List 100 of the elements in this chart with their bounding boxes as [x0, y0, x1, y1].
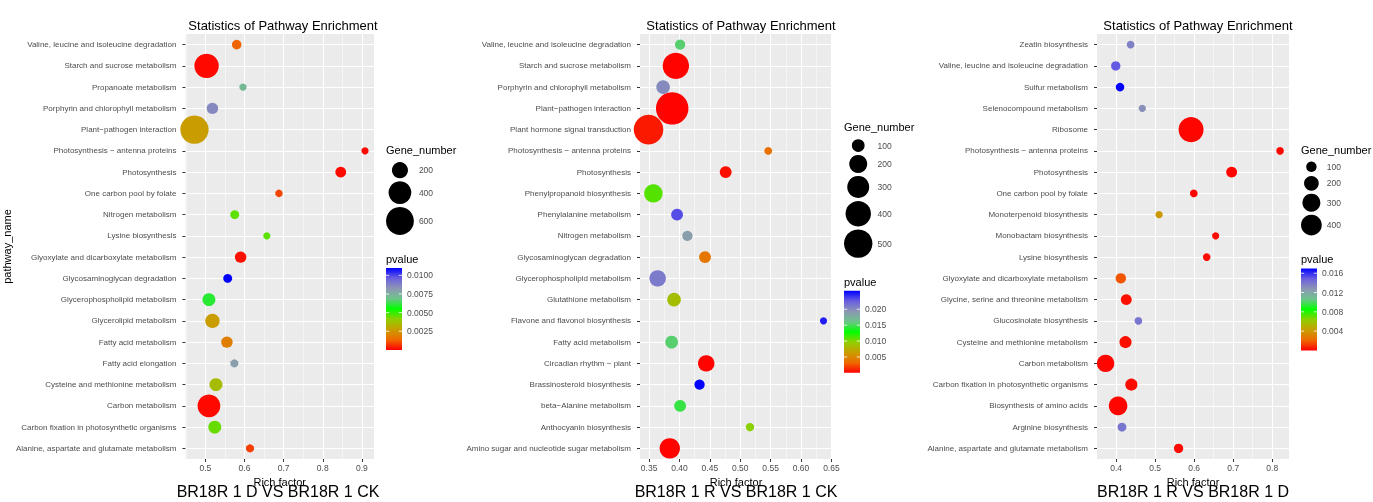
- x-tick-label: 0.6: [1188, 462, 1201, 473]
- y-tick-label: Carbon fixation in photosynthetic organisms: [933, 380, 1089, 390]
- y-tick-label: Glycosaminoglycan degradation: [62, 273, 177, 283]
- y-tick-label: Photosynthesis − antenna proteins: [53, 146, 177, 156]
- y-tick-label: Zeatin biosynthesis: [1019, 40, 1089, 50]
- x-tick-label: 0.55: [762, 462, 779, 473]
- y-tick-label: Starch and sucrose metabolism: [64, 61, 177, 71]
- x-tick-label: 0.7: [1227, 462, 1240, 473]
- x-tick-label: 0.4: [1110, 462, 1123, 473]
- y-tick-label: Carbon metabolism: [1018, 358, 1089, 368]
- x-tick-label: 0.35: [640, 462, 658, 473]
- legend-label: 100: [877, 140, 892, 151]
- color-bar-label: 0.005: [864, 351, 887, 362]
- y-tick-label: Photosynthesis − antenna proteins: [965, 146, 1089, 156]
- y-tick-label: Glycerophospholipid metabolism: [60, 295, 177, 305]
- x-tick-label: 0.65: [822, 462, 840, 473]
- color-bar-label: 0.010: [864, 336, 887, 347]
- y-tick-label: Photosynthesis: [576, 167, 631, 177]
- y-tick-label: Monobactam biosynthesis: [995, 231, 1089, 241]
- color-bar-title: pvalue: [1301, 253, 1334, 266]
- x-tick-label: 0.60: [792, 462, 810, 473]
- y-tick-label: Plant hormone signal transduction: [509, 125, 631, 135]
- y-tick-label: Fatty acid metabolism: [98, 337, 177, 347]
- y-tick-label: Monoterpenoid biosynthesis: [988, 210, 1089, 220]
- y-tick-label: Ribosome: [1052, 125, 1089, 135]
- color-bar-label: 0.020: [864, 304, 887, 315]
- chart-title: Statistics of Pathway Enrichment: [188, 18, 379, 33]
- y-tick-label: Glyoxylate and dicarboxylate metabolism: [31, 252, 177, 262]
- y-axis-title: pathway_name: [0, 209, 13, 284]
- legend-label: 500: [877, 238, 892, 249]
- y-tick-label: Lysine biosynthesis: [1019, 252, 1089, 262]
- y-tick-label: Alanine, aspartate and glutamate metabolism: [927, 443, 1089, 453]
- y-tick-label: Valine, leucine and isoleucine degradation: [481, 40, 631, 50]
- color-bar-label: 0.012: [1322, 287, 1344, 298]
- y-tick-label: Amino sugar and nucleotide sugar metabolism: [466, 443, 631, 453]
- y-tick-label: Porphyrin and chlorophyll metabolism: [43, 103, 177, 113]
- x-tick-label: 0.40: [670, 462, 688, 473]
- y-tick-label: Starch and sucrose metabolism: [518, 61, 631, 71]
- y-tick-label: Phenylalanine metabolism: [537, 210, 631, 220]
- y-tick-label: Photosynthesis − antenna proteins: [507, 146, 631, 156]
- legend-label: 200: [418, 165, 434, 176]
- y-tick-label: Glyoxylate and dicarboxylate metabolism: [942, 273, 1089, 283]
- color-bar-label: 0.0100: [407, 270, 434, 281]
- y-tick-label: Glycine, serine and threonine metabolism: [941, 295, 1089, 305]
- legend-label: 200: [877, 158, 892, 169]
- color-bar-label: 0.0075: [407, 288, 434, 299]
- y-tick-label: Glycosaminoglycan degradation: [516, 252, 631, 262]
- y-tick-label: Phenylpropanoid biosynthesis: [524, 188, 631, 198]
- y-tick-label: Valine, leucine and isoleucine degradation: [27, 40, 177, 50]
- y-tick-label: Carbon metabolism: [107, 401, 177, 411]
- y-tick-label: Glycerolipid metabolism: [91, 316, 177, 326]
- y-tick-label: Photosynthesis: [122, 167, 177, 177]
- y-tick-label: Cysteine and methionine metabolism: [45, 380, 177, 390]
- y-tick-label: beta−Alanine metabolism: [540, 401, 631, 411]
- color-bar-label: 0.008: [1322, 306, 1344, 317]
- y-tick-label: Glucosinolate biosynthesis: [993, 316, 1089, 326]
- x-tick-label: 0.45: [701, 462, 719, 473]
- x-tick-label: 0.6: [238, 462, 251, 473]
- y-tick-label: One carbon pool by folate: [84, 188, 177, 198]
- legend-label: 300: [877, 181, 892, 192]
- y-tick-label: Plant−pathogen interaction: [535, 103, 631, 113]
- color-bar-title: pvalue: [386, 252, 419, 265]
- y-tick-label: Carbon fixation in photosynthetic organisms: [21, 422, 177, 432]
- legend-label: 300: [1327, 197, 1342, 208]
- color-bar-label: 0.004: [1322, 326, 1344, 337]
- x-tick-label: 0.8: [1266, 462, 1279, 473]
- x-tick-label: 0.50: [731, 462, 749, 473]
- legend-title: Gene_number: [843, 121, 915, 134]
- legend-label: 400: [1327, 220, 1342, 231]
- color-bar-label: 0.015: [864, 320, 887, 331]
- y-tick-label: Cysteine and methionine metabolism: [957, 337, 1089, 347]
- legend-title: Gene_number: [1301, 143, 1372, 156]
- color-bar-title: pvalue: [843, 275, 877, 288]
- chart-title: Statistics of Pathway Enrichment: [1103, 18, 1294, 33]
- y-tick-label: Alanine, aspartate and glutamate metabolism: [15, 443, 177, 453]
- y-tick-label: Fatty acid metabolism: [552, 337, 631, 347]
- y-tick-label: Nitrogen metabolism: [103, 210, 177, 220]
- legend-label: 200: [1327, 178, 1342, 189]
- y-tick-label: Circadian rhythm − plant: [543, 358, 632, 368]
- y-tick-label: Porphyrin and chlorophyll metabolism: [497, 82, 631, 92]
- y-tick-label: Valine, leucine and isoleucine degradation: [939, 61, 1089, 71]
- y-tick-label: Propanoate metabolism: [91, 82, 177, 92]
- x-tick-label: 0.5: [1149, 462, 1162, 473]
- y-tick-label: One carbon pool by folate: [996, 188, 1089, 198]
- y-tick-label: Selenocompound metabolism: [982, 103, 1089, 113]
- y-tick-label: Lysine biosynthesis: [107, 231, 177, 241]
- y-tick-label: Anthocyanin biosynthesis: [540, 422, 631, 432]
- y-tick-label: Glutathione metabolism: [546, 295, 631, 305]
- color-bar-label: 0.0025: [407, 326, 434, 337]
- y-tick-label: Sulfur metabolism: [1024, 82, 1089, 92]
- color-bar-label: 0.016: [1322, 268, 1344, 279]
- y-tick-label: Nitrogen metabolism: [557, 231, 631, 241]
- y-tick-label: Fatty acid elongation: [102, 358, 177, 368]
- color-bar-label: 0.0050: [407, 307, 434, 318]
- x-tick-label: 0.9: [355, 462, 369, 473]
- y-tick-label: Photosynthesis: [1034, 167, 1089, 177]
- legend-label: 400: [877, 208, 892, 219]
- y-tick-label: Brassinosteroid biosynthesis: [529, 380, 631, 390]
- legend-title: Gene_number: [386, 144, 457, 157]
- y-tick-label: Flavone and flavonol biosynthesis: [510, 316, 631, 326]
